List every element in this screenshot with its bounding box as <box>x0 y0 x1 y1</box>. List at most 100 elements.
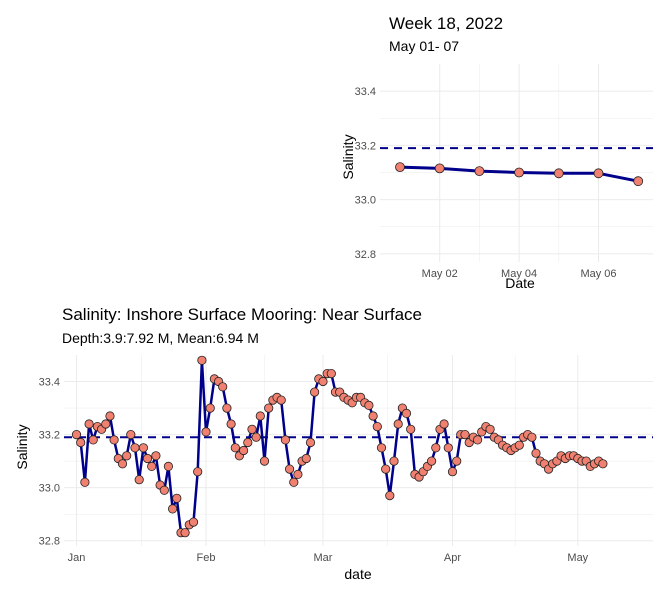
x-tick-label: May 04 <box>501 268 537 280</box>
data-point <box>633 176 644 187</box>
data-point <box>80 477 90 487</box>
week-chart-points <box>395 162 644 187</box>
y-tick-label: 33.2 <box>39 430 60 442</box>
data-point <box>122 451 132 461</box>
data-point <box>247 424 257 434</box>
data-point <box>474 166 485 177</box>
data-point <box>138 443 148 453</box>
x-tick-label: May 06 <box>580 268 616 280</box>
y-tick-label: 33.4 <box>39 377 60 389</box>
data-point <box>101 419 111 429</box>
data-point <box>431 443 441 453</box>
data-point <box>159 485 169 495</box>
data-point <box>381 464 391 474</box>
season-chart-series-line <box>75 359 604 534</box>
x-tick-label: Apr <box>444 552 461 564</box>
data-point <box>117 459 128 469</box>
y-tick-label: 33.0 <box>355 195 376 207</box>
data-point <box>593 168 604 179</box>
season-chart-x-label: date <box>344 566 371 582</box>
x-tick-label: May <box>567 552 588 564</box>
data-point <box>527 432 537 442</box>
data-point <box>395 162 405 173</box>
data-point <box>76 437 86 448</box>
data-point <box>230 443 240 453</box>
data-point <box>226 419 236 429</box>
data-point <box>284 464 295 474</box>
x-tick-label: May 02 <box>422 268 458 280</box>
season-chart-subtitle: Depth:3.9:7.92 M, Mean:6.94 M <box>62 330 259 346</box>
data-point <box>193 467 203 477</box>
data-point <box>439 419 449 429</box>
data-point <box>309 387 320 397</box>
data-point <box>460 429 470 440</box>
data-point <box>188 517 199 527</box>
data-point <box>598 459 608 469</box>
data-point <box>88 435 98 445</box>
data-point <box>531 448 541 458</box>
x-tick-label: Jan <box>68 552 86 564</box>
data-point <box>255 411 265 421</box>
week-chart-title: Week 18, 2022 <box>389 14 503 33</box>
data-point <box>472 435 483 445</box>
x-tick-label: Feb <box>197 552 216 564</box>
data-point <box>514 167 524 178</box>
data-point <box>385 490 395 501</box>
data-point <box>514 440 524 450</box>
season-chart-y-label: Salinity <box>14 424 30 469</box>
data-point <box>264 403 274 413</box>
data-point <box>239 445 249 456</box>
season-chart-grid <box>64 355 653 546</box>
week-chart: Week 18, 2022 May 01- 07 32.8 33.0 33.2 33.… <box>340 14 653 291</box>
data-point <box>71 429 82 440</box>
data-point <box>447 467 458 477</box>
data-point <box>406 424 416 434</box>
y-tick-label: 33.4 <box>355 86 376 98</box>
data-point <box>443 443 453 453</box>
data-point <box>168 504 178 514</box>
season-chart-x-ticks: Jan Feb Mar Apr May <box>68 552 589 564</box>
data-point <box>553 168 564 179</box>
data-point <box>434 163 445 174</box>
data-point <box>197 355 207 365</box>
data-point <box>222 403 232 413</box>
data-point <box>305 437 316 448</box>
season-chart-points <box>71 355 608 538</box>
x-tick-label: Mar <box>314 552 333 564</box>
data-point <box>134 475 144 485</box>
week-chart-y-ticks: 32.8 33.0 33.2 33.4 <box>355 86 376 261</box>
data-point <box>201 427 211 437</box>
data-point <box>147 461 157 471</box>
data-point <box>251 432 261 442</box>
data-point <box>259 456 270 466</box>
data-point <box>163 461 173 471</box>
data-point <box>218 382 228 392</box>
data-point <box>276 395 286 405</box>
week-chart-y-label: Salinity <box>340 134 356 179</box>
data-point <box>376 443 387 453</box>
y-tick-label: 33.2 <box>355 140 376 152</box>
data-point <box>368 411 378 421</box>
week-chart-x-label: Date <box>505 275 535 291</box>
data-point <box>326 368 336 379</box>
data-point <box>130 443 140 453</box>
data-point <box>180 528 190 538</box>
data-point <box>293 469 303 479</box>
data-point <box>109 435 119 445</box>
week-chart-subtitle: May 01- 07 <box>389 38 459 54</box>
data-point <box>172 493 182 503</box>
data-point <box>393 419 403 429</box>
data-point <box>364 400 374 410</box>
data-point <box>372 421 382 432</box>
season-chart: Salinity: Inshore Surface Mooring: Near … <box>14 305 653 582</box>
data-point <box>84 419 94 429</box>
data-point <box>280 435 290 445</box>
data-point <box>318 376 328 387</box>
season-chart-y-ticks: 32.8 33.0 33.2 33.4 <box>39 377 60 548</box>
y-tick-label: 32.8 <box>39 536 60 548</box>
data-point <box>105 411 115 421</box>
data-point <box>301 453 311 464</box>
week-chart-x-ticks: May 02 May 04 May 06 <box>422 268 617 280</box>
data-point <box>485 424 495 434</box>
